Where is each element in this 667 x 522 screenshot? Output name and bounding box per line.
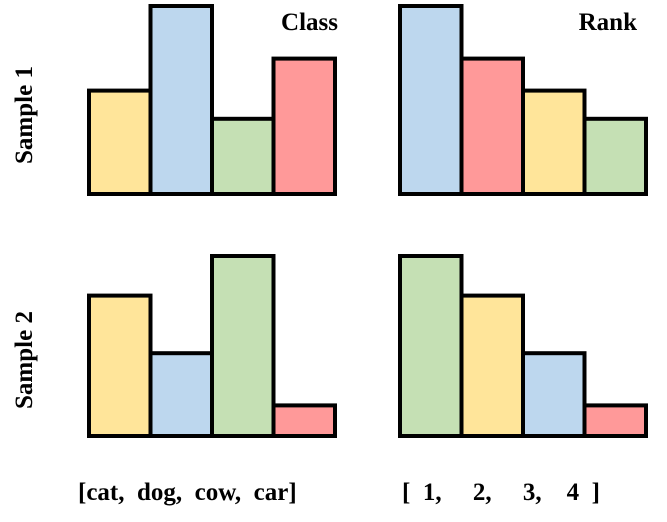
bar-sample-1-class-cat [87,88,153,196]
bar-sample-1-rank-cow [582,116,648,196]
bar-sample-1-class-car [271,56,337,196]
panel-sample-2-rank [398,254,648,439]
panel-sample-2-class [87,254,337,439]
row-label-sample-1: Sample 1 [11,66,38,164]
bar-sample-2-rank-cat [459,293,525,438]
bar-sample-2-class-cow [210,254,276,438]
bar-sample-1-rank-car [459,56,525,196]
row-label-sample-2: Sample 2 [11,311,38,409]
bar-sample-1-class-dog [148,4,214,196]
panel-sample-1-class [87,4,337,196]
panel-sample-1-rank [398,4,648,196]
bar-sample-2-class-cat [87,293,153,438]
footer-class-order: [cat, dog, cow, car] [78,479,297,506]
bar-sample-1-class-cow [210,116,276,196]
bar-sample-1-rank-dog [398,4,464,196]
bar-sample-2-rank-dog [521,351,587,439]
bar-sample-2-rank-car [582,403,648,438]
bar-sample-2-class-car [271,403,337,438]
col-title-class: Class [281,9,338,36]
bar-sample-2-class-dog [148,351,214,439]
bar-sample-2-rank-cow [398,254,464,438]
col-title-rank: Rank [579,9,637,36]
bar-sample-1-rank-cat [521,88,587,196]
footer-rank-order: [ 1, 2, 3, 4 ] [402,479,600,506]
